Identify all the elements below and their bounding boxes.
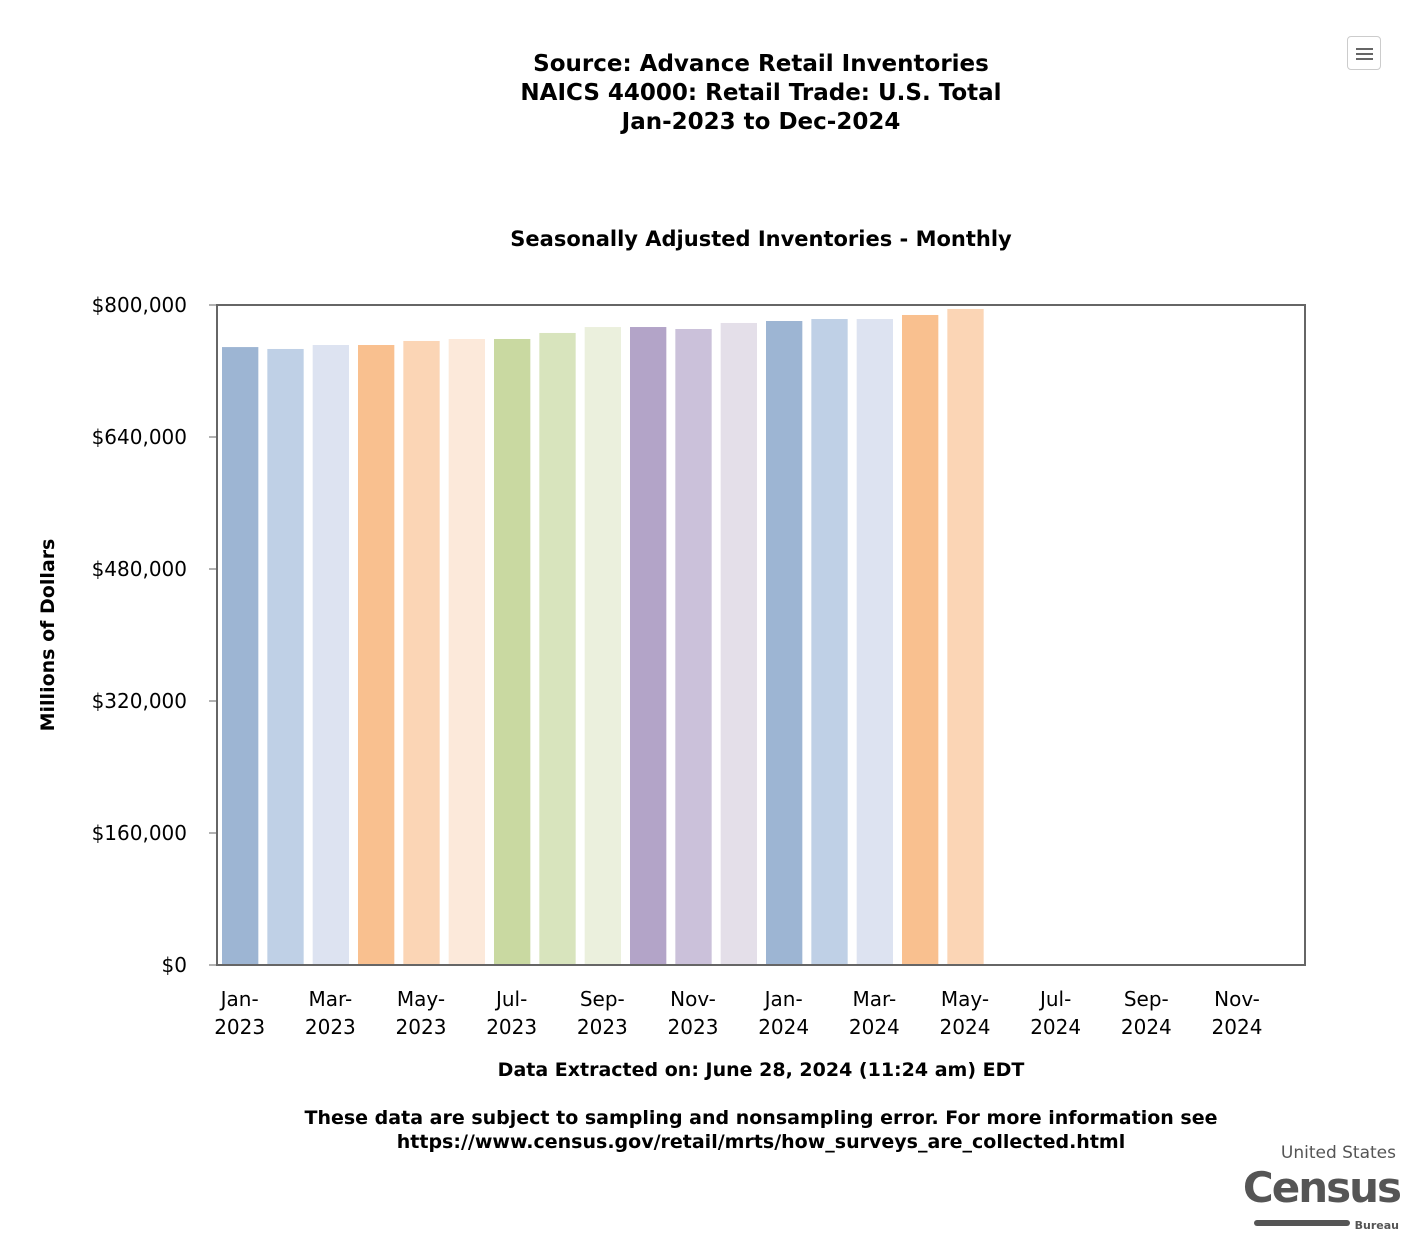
bar-Jul-2023[interactable] [494,338,531,965]
bar-Aug-2023[interactable] [539,332,576,965]
y-tick-label: $480,000 [92,557,187,581]
x-tick-label-year: 2024 [940,1015,991,1039]
bar-Dec-2023[interactable] [720,322,757,965]
bar-May-2024[interactable] [947,308,984,966]
x-tick-label: Nov- [1214,987,1260,1011]
x-tick-label-year: 2023 [396,1015,447,1039]
chart-header: Source: Advance Retail Inventories NAICS… [0,50,1418,137]
sampling-note-url[interactable]: https://www.census.gov/retail/mrts/how_s… [397,1131,1125,1153]
x-tick-label: Sep- [1124,987,1169,1011]
bar-Jan-2024[interactable] [766,321,803,965]
x-tick-label: Nov- [670,987,716,1011]
plot-area-border [216,304,1306,966]
y-tick-label: $0 [162,953,187,977]
bar-Jun-2023[interactable] [448,338,485,965]
sampling-note: These data are subject to sampling and n… [305,1107,1218,1129]
y-tick-label: $640,000 [92,425,187,449]
chart-title: Seasonally Adjusted Inventories - Monthl… [510,227,1012,251]
source-title: Source: Advance Retail Inventories [533,51,989,77]
series-title: NAICS 44000: Retail Trade: U.S. Total [520,80,1002,106]
census-logo: United States Census Bureau [1243,1143,1403,1232]
bar-Nov-2023[interactable] [675,329,712,965]
bar-Mar-2024[interactable] [856,319,893,965]
x-tick-label-year: 2023 [486,1015,537,1039]
x-tick-label-year: 2023 [305,1015,356,1039]
y-tick-label: $160,000 [92,821,187,845]
x-tick-label: Mar- [308,987,352,1011]
logo-line3: Bureau [1355,1219,1399,1232]
x-tick-label: May- [397,987,445,1011]
x-tick-label: Jan- [219,987,259,1011]
bar-Oct-2023[interactable] [630,327,667,966]
x-tick-label: Jul- [494,987,527,1011]
x-tick-label-year: 2024 [849,1015,900,1039]
x-tick-label-year: 2023 [214,1015,265,1039]
x-tick-label: Jul- [1038,987,1071,1011]
y-axis-label: Millions of Dollars [37,539,59,732]
hamburger-menu-icon[interactable] [1347,36,1381,70]
x-tick-label-year: 2024 [1121,1015,1172,1039]
bar-Jan-2023[interactable] [222,347,259,965]
data-extracted-note: Data Extracted on: June 28, 2024 (11:24 … [498,1059,1025,1081]
x-tick-label-year: 2023 [668,1015,719,1039]
y-tick-label: $800,000 [92,293,187,317]
x-tick-label: Mar- [852,987,896,1011]
date-range-title: Jan-2023 to Dec-2024 [621,109,901,135]
bar-Feb-2023[interactable] [267,348,304,965]
bar-Apr-2023[interactable] [358,345,395,965]
bar-Feb-2024[interactable] [811,319,848,965]
bar-Sep-2023[interactable] [584,327,621,966]
x-tick-label: Jan- [763,987,803,1011]
bar-May-2023[interactable] [403,340,440,966]
logo-line1: United States [1281,1143,1396,1163]
x-tick-label-year: 2024 [758,1015,809,1039]
logo-line2: Census [1243,1163,1401,1212]
x-tick-label: Sep- [580,987,625,1011]
x-tick-label-year: 2023 [577,1015,628,1039]
bar-Mar-2023[interactable] [312,345,349,965]
bar-Apr-2024[interactable] [902,314,939,965]
y-tick-label: $320,000 [92,689,187,713]
x-tick-label-year: 2024 [1212,1015,1263,1039]
x-tick-label: May- [941,987,989,1011]
x-tick-label-year: 2024 [1030,1015,1081,1039]
logo-bar [1254,1220,1350,1226]
